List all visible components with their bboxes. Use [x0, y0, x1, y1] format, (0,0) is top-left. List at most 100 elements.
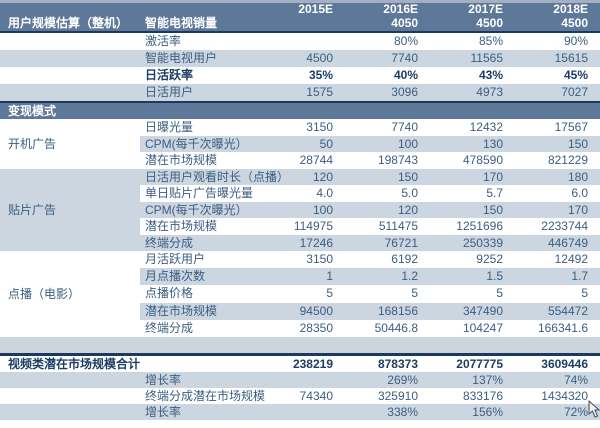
table-row: 智能电视用户 4500 7740 11565 15615 [0, 50, 600, 67]
value-cell: 2077775 [456, 356, 503, 371]
value-cell: 85% [478, 34, 503, 48]
value-cell: 6.0 [571, 186, 588, 200]
year-header-row: 2015E 2016E 2017E 2018E [0, 3, 600, 16]
table-row: 日曝光量 3150 7740 12432 17567 [140, 119, 600, 136]
value-cell: 238219 [292, 356, 333, 371]
value-cell: 50446.8 [374, 320, 418, 335]
value-cell: 180 [567, 169, 588, 184]
value-cell: 5 [411, 286, 418, 301]
metric-label: 日活跃率 [145, 68, 194, 82]
value-cell: 3150 [306, 252, 333, 266]
value-cell: 5.0 [401, 186, 418, 200]
value-cell: 4500 [476, 16, 503, 30]
metric-label: 终端分成 [145, 320, 194, 335]
value-cell: 168156 [377, 303, 418, 318]
value-cell: 7740 [391, 120, 418, 134]
value-cell: 1575 [306, 85, 333, 99]
mouse-cursor-icon [588, 400, 600, 418]
value-cell: 3096 [391, 85, 418, 99]
value-cell: 150 [482, 202, 503, 217]
value-cell: 9252 [476, 252, 503, 266]
value-cell: 2233744 [541, 219, 588, 233]
table-row: 点播价格 5 5 5 5 [140, 285, 600, 302]
value-cell: 7740 [391, 51, 418, 65]
value-cell: 15615 [554, 51, 588, 65]
value-cell: 5.7 [486, 186, 503, 200]
value-cell: 833176 [462, 388, 503, 403]
table-row: 终端分成 17246 76721 250339 446749 [140, 234, 600, 251]
value-cell: 40% [393, 68, 418, 82]
value-cell: 100 [312, 202, 333, 217]
table-row: 月点播次数 1 1.2 1.5 1.7 [140, 268, 600, 286]
table-row: 增长率 269% 137% 74% [0, 371, 600, 388]
value-cell: 90% [563, 34, 588, 48]
value-cell: 166341.6 [537, 320, 588, 335]
table-header-band: 2015E 2016E 2017E 2018E 用户规模估算（整机） 智能电视销… [0, 0, 600, 31]
value-cell: 17567 [554, 120, 588, 134]
value-cell: 554472 [547, 303, 588, 318]
group-rows: 月活跃用户 3150 6192 9252 12492 月点播次数 1 1.2 1… [140, 251, 600, 337]
table-row: 日活跃率 35% 40% 43% 45% [0, 67, 600, 84]
group-label: 开机广告 [8, 137, 57, 152]
header-metric-row: 用户规模估算（整机） 智能电视销量 4050 4500 4500 [0, 16, 600, 31]
value-cell: 11565 [470, 51, 503, 65]
table-row: 终端分成 28350 50446.8 104247 166341.6 [140, 320, 600, 337]
value-cell: 170 [482, 169, 503, 184]
value-cell: 76721 [384, 235, 418, 250]
value-cell: 130 [482, 136, 503, 151]
table-row: 终端分成潜在市场规模 74340 325910 833176 1434320 [0, 388, 600, 404]
metric-label: CPM(每千次曝光） [145, 136, 248, 151]
value-cell: 80% [393, 34, 418, 48]
table-row: 日活用户观看时长（点播） 120 150 170 180 [140, 168, 600, 185]
table-row: 增长率 338% 156% 72% [0, 403, 600, 420]
metric-label: CPM(每千次曝光） [145, 202, 248, 217]
value-cell: 3609446 [541, 356, 588, 371]
value-cell: 45% [563, 68, 588, 82]
value-cell: 104247 [462, 320, 503, 335]
value-cell: 878373 [377, 356, 418, 371]
value-cell: 511475 [378, 219, 418, 233]
value-cell: 269% [387, 372, 418, 387]
divider [0, 31, 600, 33]
group-pre-roll-ads: 贴片广告 日活用户观看时长（点播） 120 150 170 180 单日贴片广告… [0, 168, 600, 251]
value-cell: 1.5 [486, 269, 503, 284]
table-row: CPM(每千次曝光） 50 100 130 150 [140, 135, 600, 152]
metric-label: 月点播次数 [145, 269, 206, 284]
column-header: 2017E [468, 2, 503, 16]
value-cell: 94500 [299, 303, 333, 318]
metric-label: 日活用户 [145, 85, 194, 99]
metric-label: 终端分成 [145, 235, 194, 250]
table-row: 潜在市场规模 114975 511475 1251696 2233744 [140, 218, 600, 235]
group-rows: 日活用户观看时长（点播） 120 150 170 180 单日贴片广告曝光量 4… [140, 168, 600, 251]
column-header: 2018E [553, 2, 588, 16]
value-cell: 43% [478, 68, 503, 82]
metric-label: 日活用户观看时长（点播） [145, 169, 290, 184]
value-cell: 821229 [547, 153, 588, 167]
table-row: 日活用户 1575 3096 4973 7027 [0, 84, 600, 101]
value-cell: 74340 [299, 388, 333, 403]
section-title-user-scale: 用户规模估算（整机） [8, 16, 129, 30]
value-cell: 4973 [476, 85, 503, 99]
value-cell: 137% [472, 372, 503, 387]
value-cell: 74% [563, 372, 588, 387]
value-cell: 156% [472, 404, 503, 419]
table-row: 潜在市场规模 94500 168156 347490 554472 [140, 302, 600, 320]
group-rows: 日曝光量 3150 7740 12432 17567 CPM(每千次曝光） 50… [140, 119, 600, 169]
value-cell: 170 [567, 202, 588, 217]
metric-label: 点播价格 [145, 286, 194, 301]
value-cell: 28350 [299, 320, 333, 335]
value-cell: 478590 [462, 153, 503, 167]
value-cell: 1.7 [571, 269, 588, 284]
table-row: 单日贴片广告曝光量 4.0 5.0 5.7 6.0 [140, 185, 600, 202]
value-cell: 4.0 [316, 186, 333, 200]
value-cell: 6192 [391, 252, 418, 266]
value-cell: 4500 [561, 16, 588, 30]
value-cell: 150 [397, 169, 418, 184]
value-cell: 17246 [299, 235, 333, 250]
metric-label: 潜在市场规模 [145, 153, 218, 167]
metric-label: 增长率 [145, 372, 182, 387]
value-cell: 198743 [377, 153, 418, 167]
divider [0, 101, 600, 103]
metric-label: 智能电视销量 [145, 16, 218, 30]
column-header: 2016E [383, 2, 418, 16]
